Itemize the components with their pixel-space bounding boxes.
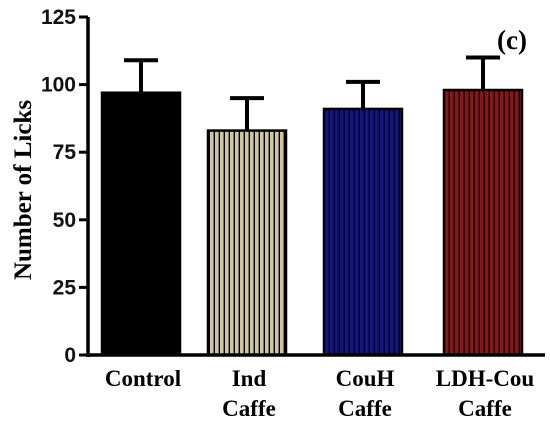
bar-couh-caffe <box>322 107 404 357</box>
y-tick-label: 0 <box>64 344 76 367</box>
x-category-label: Ind <box>232 366 267 391</box>
x-category-label: Control <box>105 366 181 391</box>
y-tick-label: 100 <box>41 74 76 97</box>
x-category-label: Caffe <box>338 396 392 421</box>
x-category-label: CouH <box>336 366 395 391</box>
bar-ind-caffe <box>206 129 288 357</box>
y-tick-label: 50 <box>53 209 76 232</box>
error-bars-layer <box>124 55 500 131</box>
x-category-label: Caffe <box>458 396 512 421</box>
y-axis-label: Number of Licks <box>10 100 37 280</box>
axis-layer <box>79 15 545 357</box>
x-category-label: LDH-Cou <box>436 366 535 391</box>
bars-layer <box>100 88 524 357</box>
bar-control <box>100 91 182 357</box>
panel-label: (c) <box>497 25 527 55</box>
y-tick-label: 75 <box>53 141 77 164</box>
bar-ldh-cou-caffe <box>442 88 524 357</box>
labels-layer: 0 25 50 75 100 125 Control Ind Caffe CouH Caffe LDH… <box>41 6 534 421</box>
y-tick-label: 25 <box>53 276 77 299</box>
x-category-label: Caffe <box>222 396 276 421</box>
y-tick-label: 125 <box>41 6 76 29</box>
